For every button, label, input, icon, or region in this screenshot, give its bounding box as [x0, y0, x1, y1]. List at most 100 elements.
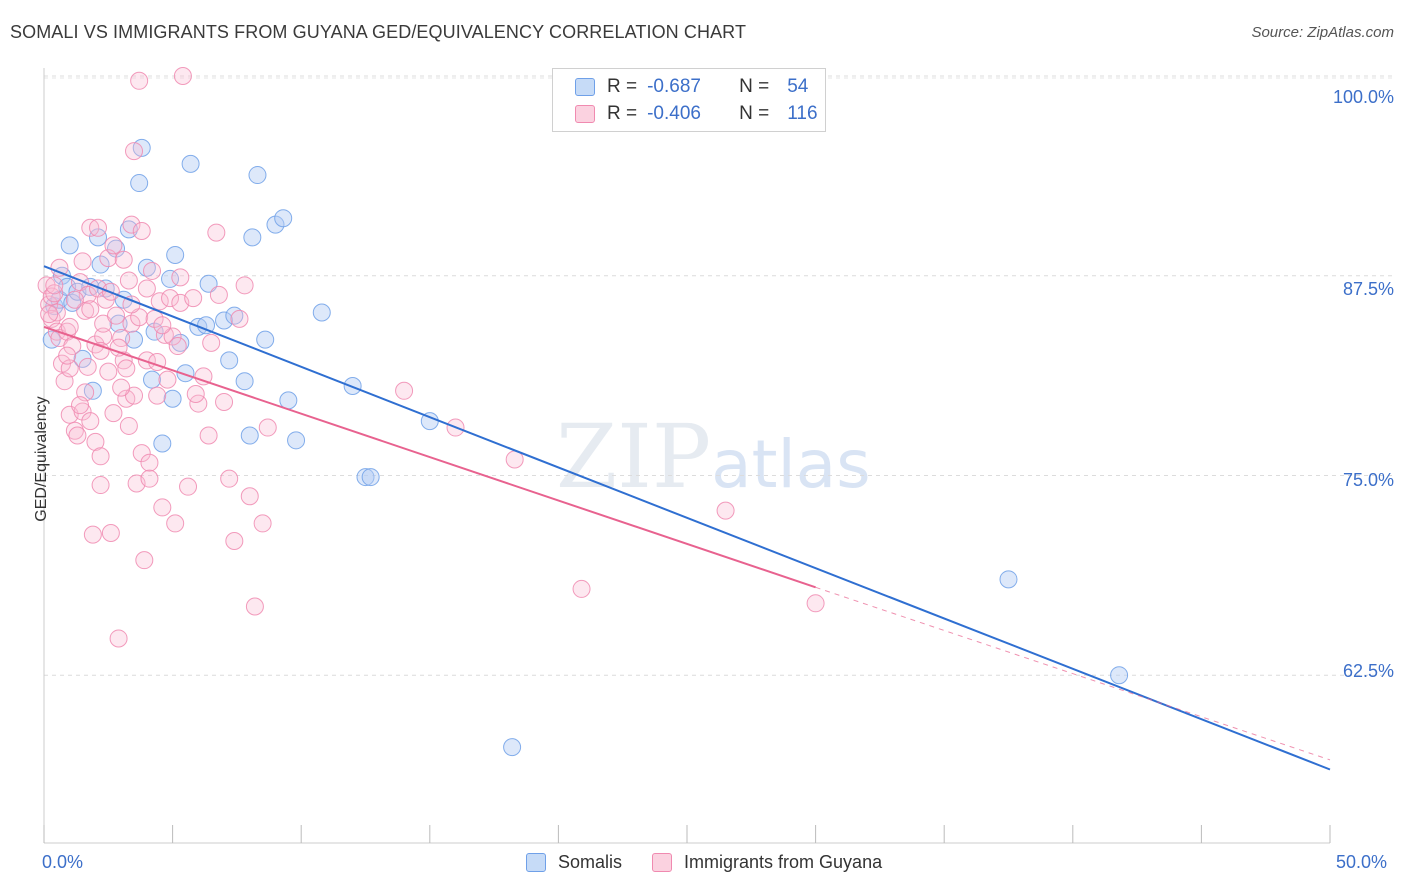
guyana-point-97 [572, 579, 591, 598]
somali-point-50 [503, 738, 522, 757]
guyana-point-111 [186, 384, 205, 403]
legend-swatch-guyana [575, 105, 595, 123]
guyana-point-75 [173, 66, 192, 85]
guyana-point-31 [94, 327, 113, 346]
somali-point-24 [153, 434, 172, 453]
guyana-point-115 [40, 305, 59, 324]
guyana-point-83 [209, 285, 228, 304]
somali-point-30 [181, 154, 200, 173]
guyana-point-48 [122, 314, 141, 333]
guyana-point-65 [150, 292, 169, 311]
somali-point-28 [171, 333, 190, 352]
guyana-point-77 [184, 289, 203, 308]
guyana-point-14 [65, 421, 84, 440]
guyana-point-109 [112, 378, 131, 397]
guyana-point-37 [104, 236, 123, 255]
guyana-point-47 [119, 416, 138, 435]
guyana-point-108 [71, 396, 90, 415]
guyana-point-84 [215, 392, 234, 411]
guyana-point-22 [81, 218, 100, 237]
guyana-point-85 [220, 469, 239, 488]
guyana-point-23 [81, 412, 100, 431]
guyana-point-91 [253, 514, 272, 533]
somali-point-47 [356, 468, 375, 487]
somali-point-35 [225, 306, 244, 325]
series-legend-guyana: Immigrants from Guyana [652, 852, 882, 873]
somali-point-17 [119, 220, 138, 239]
watermark-atlas: atlas [711, 426, 871, 503]
guyana-point-29 [91, 447, 110, 466]
somali-point-48 [361, 468, 380, 487]
somali-point-22 [143, 370, 162, 389]
somali-point-45 [312, 303, 331, 322]
series-swatch-guyana [652, 853, 673, 872]
guyana-point-99 [50, 258, 69, 277]
guyana-point-53 [130, 71, 149, 90]
x-tick-label-min: 0.0% [42, 852, 84, 872]
somali-point-37 [240, 426, 259, 445]
legend-r-label: R = [607, 103, 638, 124]
guyana-point-96 [716, 501, 735, 520]
guyana-point-25 [86, 432, 105, 451]
y-tick-label-75: 75.0% [1342, 470, 1394, 490]
somali-point-36 [235, 372, 254, 391]
guyana-point-70 [163, 327, 182, 346]
somali-point-41 [266, 215, 285, 234]
watermark-zip: ZIP [556, 405, 712, 508]
guyana-trend-extension [815, 586, 1331, 761]
somali-point-18 [125, 330, 144, 349]
legend-row-guyana: R = -0.406 N = 116 [553, 101, 818, 127]
somali-point-52 [1110, 666, 1129, 685]
somali-point-26 [163, 389, 182, 408]
chart-title: SOMALI VS IMMIGRANTS FROM GUYANA GED/EQU… [10, 22, 747, 42]
somali-point-19 [130, 174, 149, 193]
watermark: ZIPatlas [556, 405, 871, 508]
legend-n-value: 116 [787, 103, 818, 124]
guyana-point-15 [68, 426, 87, 445]
somali-point-38 [243, 228, 262, 247]
legend-r-label: R = [607, 76, 638, 97]
legend-n-label: N = [739, 103, 770, 124]
series-swatch-somalis [526, 853, 546, 872]
y-tick-label-100: 100.0% [1332, 87, 1394, 107]
guyana-point-98 [806, 594, 825, 613]
somali-point-42 [274, 209, 293, 228]
series-label-guyana: Immigrants from Guyana [684, 852, 883, 872]
guyana-point-32 [94, 314, 113, 333]
somali-point-32 [199, 274, 218, 293]
somali-point-10 [83, 381, 102, 400]
guyana-point-21 [78, 357, 97, 376]
guyana-point-82 [207, 223, 226, 242]
somali-point-21 [137, 258, 156, 277]
guyana-point-18 [73, 252, 92, 271]
legend-swatch-somalis [575, 78, 595, 96]
guyana-point-36 [101, 524, 120, 542]
somali-point-6 [63, 293, 82, 312]
guyana-point-40 [109, 629, 128, 648]
guyana-point-57 [135, 551, 154, 570]
guyana-point-28 [89, 218, 108, 237]
somali-point-11 [89, 228, 108, 247]
guyana-point-49 [122, 215, 141, 234]
somali-point-27 [166, 245, 185, 264]
y-axis-title: GED/Equivalency [33, 396, 50, 522]
guyana-point-2 [42, 287, 61, 306]
legend-r-value: -0.406 [647, 103, 701, 124]
guyana-point-90 [245, 597, 264, 616]
somali-point-34 [220, 351, 239, 370]
guyana-point-72 [168, 337, 187, 356]
guyana-point-45 [117, 359, 136, 378]
guyana-point-80 [199, 426, 218, 445]
somali-point-39 [248, 166, 267, 185]
somali-point-40 [256, 330, 275, 349]
guyana-point-103 [153, 316, 172, 335]
guyana-point-30 [91, 476, 110, 495]
guyana-point-92 [258, 418, 277, 437]
guyana-point-66 [153, 498, 172, 517]
guyana-point-81 [202, 333, 221, 352]
guyana-point-68 [158, 370, 177, 389]
y-tick-label-87-5: 87.5% [1342, 279, 1394, 299]
y-tick-label-62-5: 62.5% [1342, 661, 1394, 681]
somali-point-51 [999, 570, 1018, 589]
guyana-point-62 [143, 261, 162, 280]
